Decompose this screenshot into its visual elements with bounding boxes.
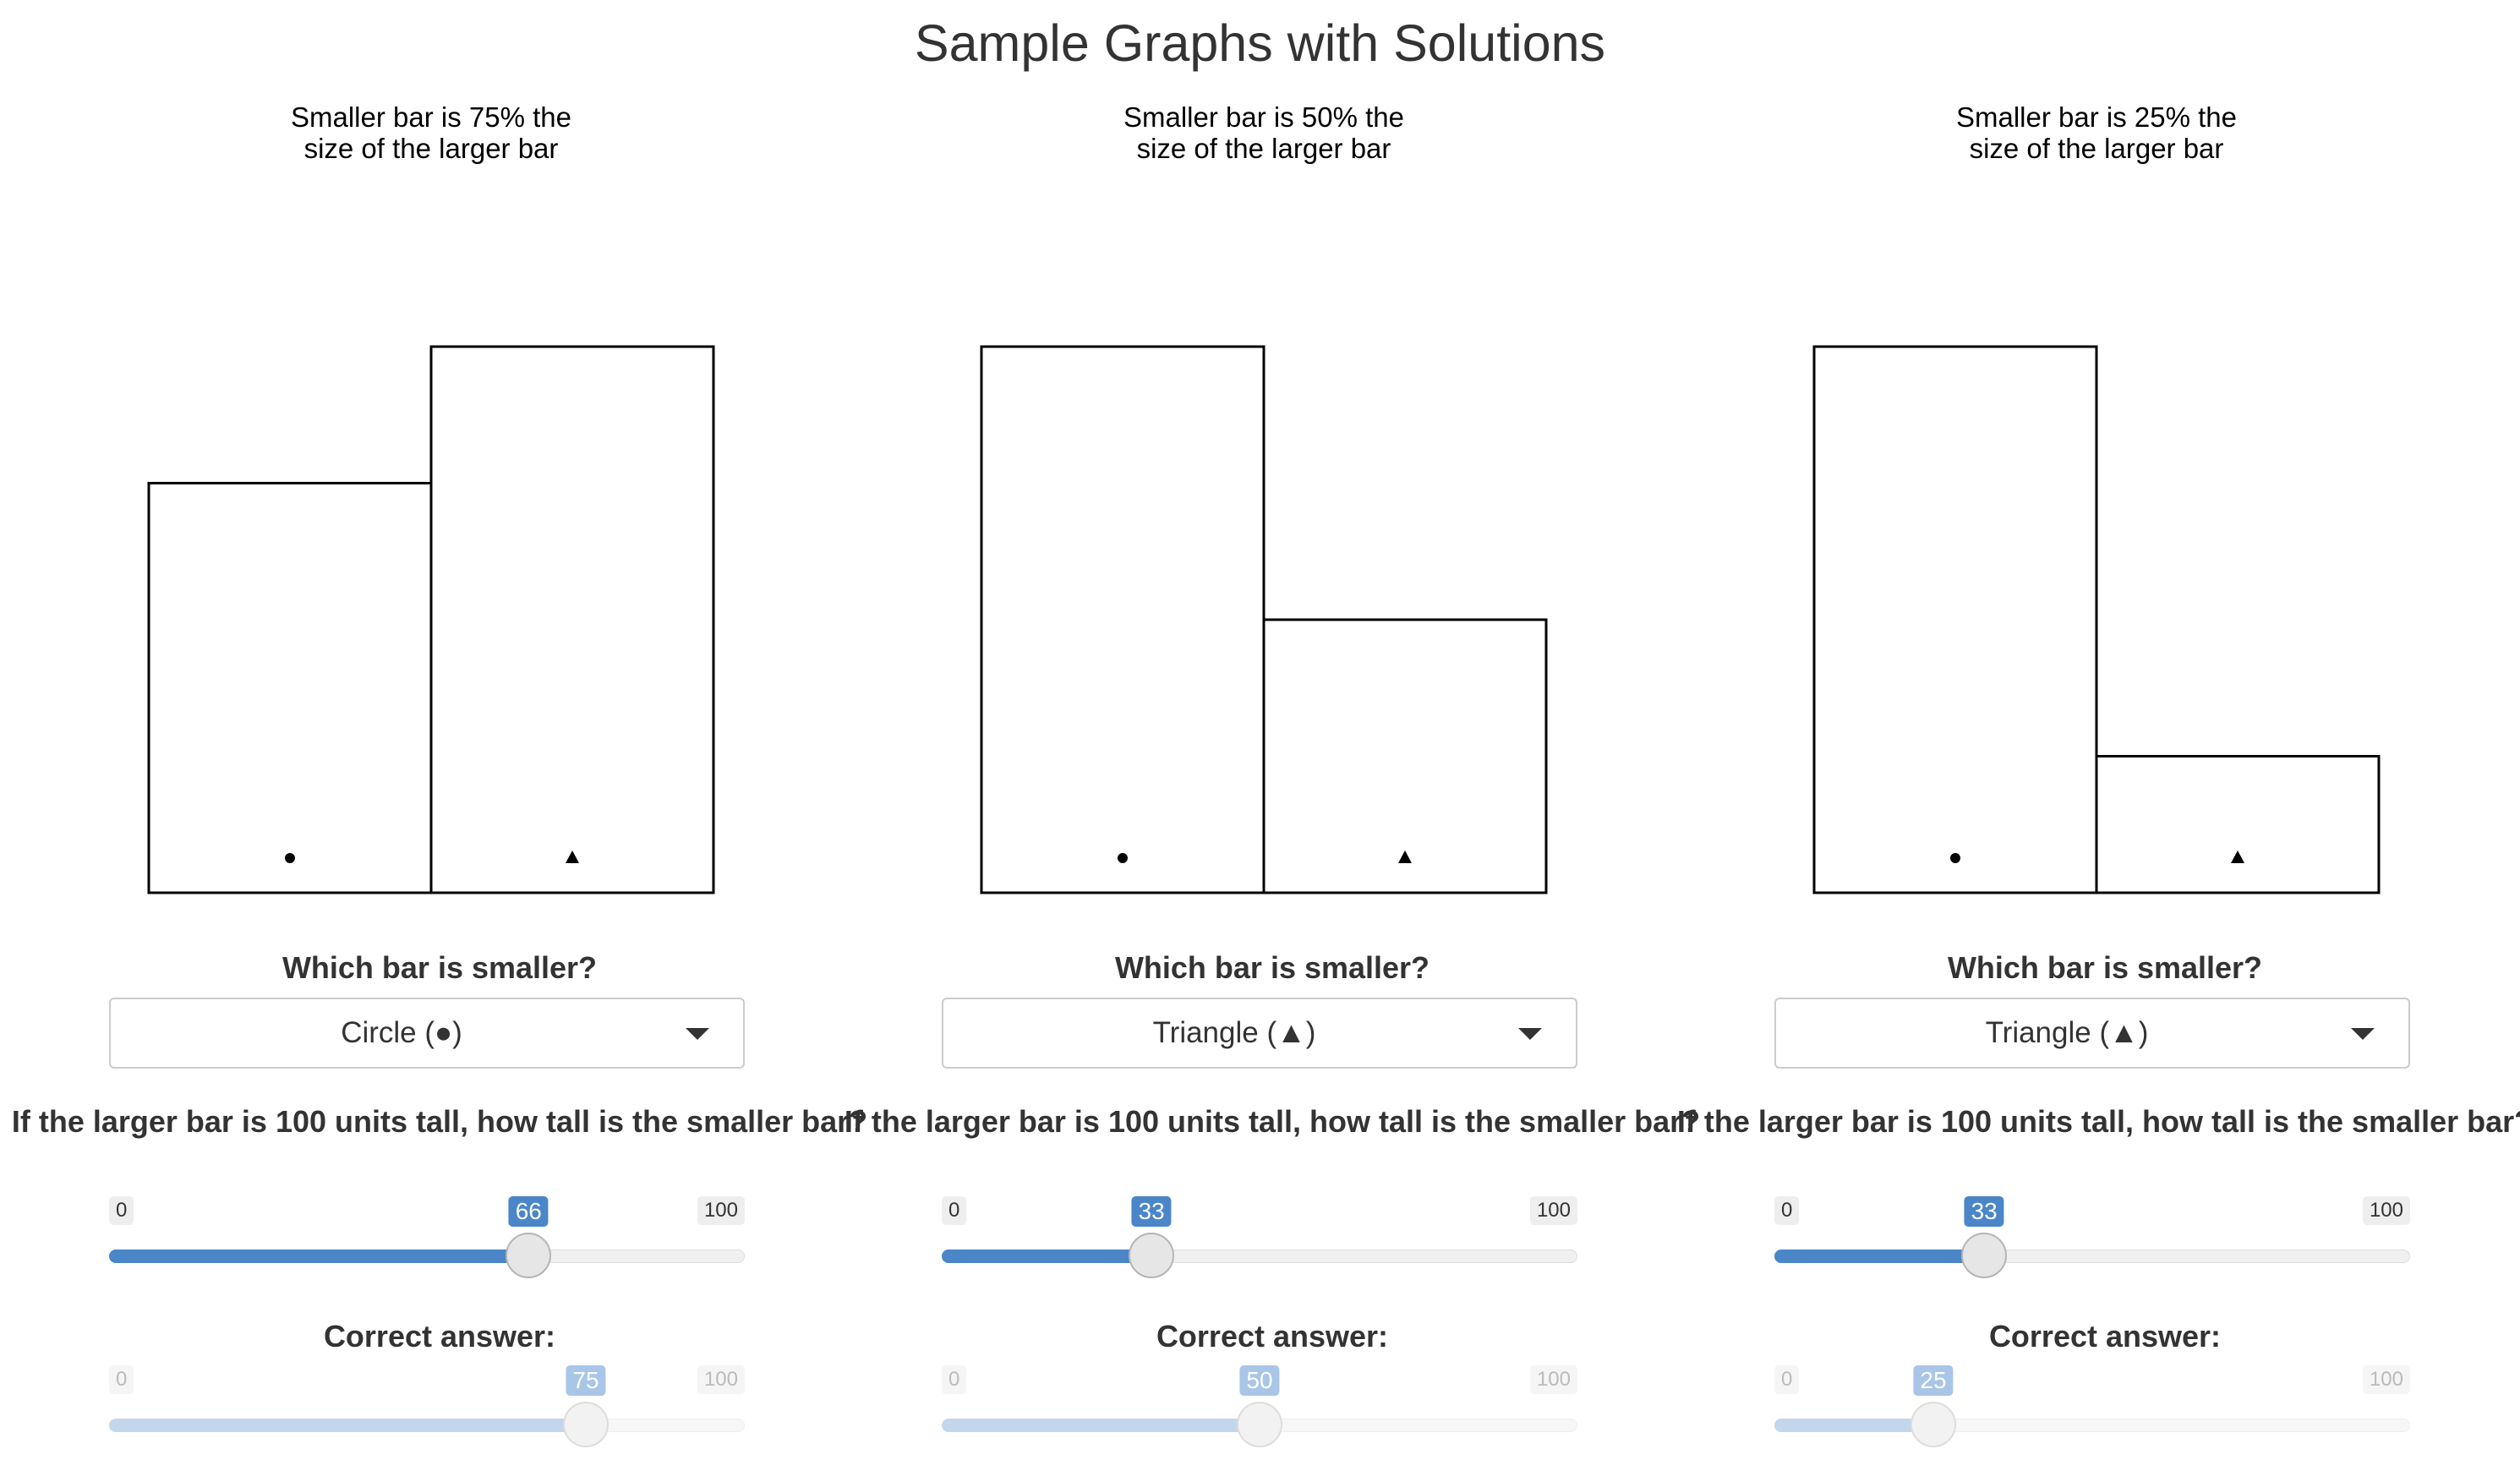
- slider-value-label: 75: [566, 1365, 606, 1396]
- slider-max-label: 100: [697, 1196, 745, 1225]
- graph-panel: Smaller bar is 75% the size of the large…: [0, 0, 867, 1482]
- bar-chart: [1812, 345, 2381, 894]
- graph-panel: Smaller bar is 25% the size of the large…: [1665, 0, 2520, 1482]
- slider-value-label: 33: [1131, 1196, 1172, 1227]
- chevron-down-icon: [1518, 1028, 1542, 1040]
- chart-subtitle: Smaller bar is 75% the size of the large…: [135, 101, 727, 164]
- chart-subtitle: Smaller bar is 25% the size of the large…: [1801, 101, 2392, 164]
- chevron-down-icon: [2351, 1028, 2375, 1040]
- slider-value-label: 50: [1239, 1365, 1280, 1396]
- slider-fill: [109, 1419, 586, 1432]
- answer-slider[interactable]: 0 100 66: [109, 1196, 745, 1289]
- slider-fill: [942, 1419, 1260, 1432]
- select-value: Circle (●): [341, 1016, 462, 1049]
- slider-fill: [1774, 1250, 1985, 1263]
- bar-circle: [1812, 345, 2098, 894]
- smaller-bar-select[interactable]: Circle (●): [109, 998, 745, 1069]
- slider-handle[interactable]: [1129, 1233, 1175, 1278]
- slider-max-label: 100: [1529, 1365, 1577, 1394]
- slider-min-label: 0: [109, 1365, 134, 1394]
- bar-triangle: [2095, 755, 2381, 894]
- correct-answer-slider: 0 100 50: [942, 1365, 1577, 1458]
- slider-min-label: 0: [1774, 1365, 1800, 1394]
- bar-triangle: [429, 345, 715, 894]
- triangle-marker-icon: [1398, 850, 1412, 863]
- bar-circle: [147, 482, 433, 894]
- bar-triangle: [1262, 618, 1548, 894]
- slider-min-label: 0: [942, 1196, 967, 1225]
- slider-handle: [563, 1402, 609, 1447]
- height-question: If the larger bar is 100 units tall, how…: [844, 1104, 1701, 1139]
- circle-marker-icon: [1950, 853, 1960, 863]
- slider-min-label: 0: [109, 1196, 134, 1225]
- slider-max-label: 100: [1529, 1196, 1577, 1225]
- chart-subtitle-line: size of the larger bar: [1136, 133, 1391, 164]
- answer-slider[interactable]: 0 100 33: [942, 1196, 1577, 1289]
- chart-subtitle: Smaller bar is 50% the size of the large…: [968, 101, 1560, 164]
- graph-panel: Smaller bar is 50% the size of the large…: [833, 0, 1700, 1482]
- circle-marker-icon: [285, 853, 295, 863]
- correct-answer-slider: 0 100 25: [1774, 1365, 2410, 1458]
- slider-fill: [1774, 1419, 1933, 1432]
- correct-answer-label: Correct answer:: [1156, 1319, 1389, 1353]
- chart-subtitle-line: Smaller bar is 50% the: [1123, 101, 1404, 133]
- which-bar-question: Which bar is smaller?: [1114, 950, 1430, 985]
- select-value: Triangle (▲): [1985, 1016, 2149, 1049]
- chart-subtitle-line: Smaller bar is 75% the: [291, 101, 571, 133]
- correct-answer-label: Correct answer:: [323, 1319, 556, 1353]
- chevron-down-icon: [686, 1028, 709, 1040]
- slider-fill: [942, 1250, 1152, 1263]
- slider-handle[interactable]: [1961, 1233, 2008, 1278]
- smaller-bar-select[interactable]: Triangle (▲): [942, 998, 1577, 1069]
- which-bar-question: Which bar is smaller?: [282, 950, 598, 985]
- chart-subtitle-line: size of the larger bar: [303, 133, 559, 164]
- triangle-marker-icon: [2231, 850, 2244, 863]
- circle-marker-icon: [1118, 853, 1128, 863]
- slider-value-label: 25: [1913, 1365, 1954, 1396]
- height-question: If the larger bar is 100 units tall, how…: [1676, 1104, 2520, 1139]
- which-bar-question: Which bar is smaller?: [1947, 950, 2263, 985]
- slider-handle: [1910, 1402, 1956, 1447]
- slider-min-label: 0: [1774, 1196, 1800, 1225]
- page-title: Sample Graphs with Solutions: [914, 14, 1606, 72]
- slider-handle: [1237, 1402, 1282, 1447]
- chart-subtitle-line: size of the larger bar: [1969, 133, 2224, 164]
- bar-chart: [980, 345, 1548, 894]
- smaller-bar-select[interactable]: Triangle (▲): [1774, 998, 2410, 1069]
- chart-subtitle-line: Smaller bar is 25% the: [1956, 101, 2237, 133]
- select-value: Triangle (▲): [1152, 1016, 1316, 1049]
- bar-chart: [147, 345, 715, 894]
- triangle-marker-icon: [566, 850, 579, 863]
- slider-min-label: 0: [942, 1365, 967, 1394]
- slider-max-label: 100: [2362, 1196, 2410, 1225]
- height-question: If the larger bar is 100 units tall, how…: [11, 1104, 868, 1139]
- slider-value-label: 33: [1964, 1196, 2004, 1227]
- correct-answer-label: Correct answer:: [1988, 1319, 2222, 1353]
- slider-value-label: 66: [508, 1196, 549, 1227]
- correct-answer-slider: 0 100 75: [109, 1365, 745, 1458]
- bar-circle: [980, 345, 1265, 894]
- slider-fill: [109, 1250, 529, 1263]
- slider-handle[interactable]: [506, 1233, 552, 1278]
- answer-slider[interactable]: 0 100 33: [1774, 1196, 2410, 1289]
- slider-max-label: 100: [697, 1365, 745, 1394]
- slider-max-label: 100: [2362, 1365, 2410, 1394]
